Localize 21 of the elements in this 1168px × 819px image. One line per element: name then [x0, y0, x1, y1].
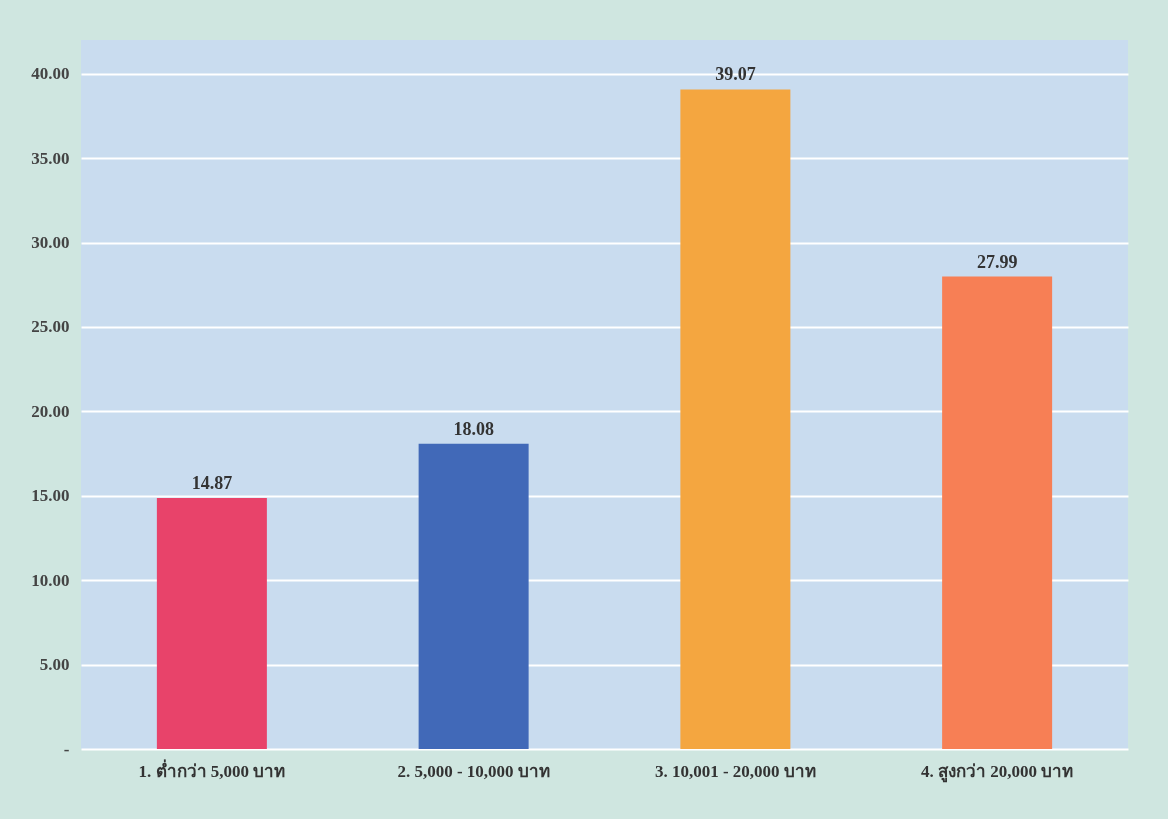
y-tick-label: 30.00: [31, 233, 70, 253]
y-tick-label: 25.00: [31, 317, 70, 337]
x-tick-label: 3. 10,001 - 20,000 บาท: [654, 761, 816, 781]
y-tick-label: 20.00: [31, 401, 70, 421]
bar: [680, 89, 791, 749]
y-tick-label: 10.00: [31, 570, 70, 590]
bar: [418, 443, 529, 749]
y-tick-label: 5.00: [39, 655, 70, 675]
x-tick-label: 2. 5,000 - 10,000 บาท: [397, 761, 550, 781]
y-tick-label: 35.00: [31, 148, 70, 168]
y-tick-label: 40.00: [31, 64, 70, 84]
y-tick-label: -: [63, 739, 70, 759]
data-label: 14.87: [191, 472, 233, 493]
x-tick-label: 4. สูงกว่า 20,000 บาท: [921, 761, 1074, 783]
data-label: 27.99: [976, 251, 1018, 272]
bar: [156, 497, 267, 749]
data-label: 18.08: [453, 418, 494, 439]
x-tick-label: 1. ต่ำกว่า 5,000 บาท: [138, 758, 286, 781]
data-label: 39.07: [715, 64, 756, 85]
bar: [942, 276, 1053, 749]
y-tick-label: 15.00: [31, 486, 70, 506]
